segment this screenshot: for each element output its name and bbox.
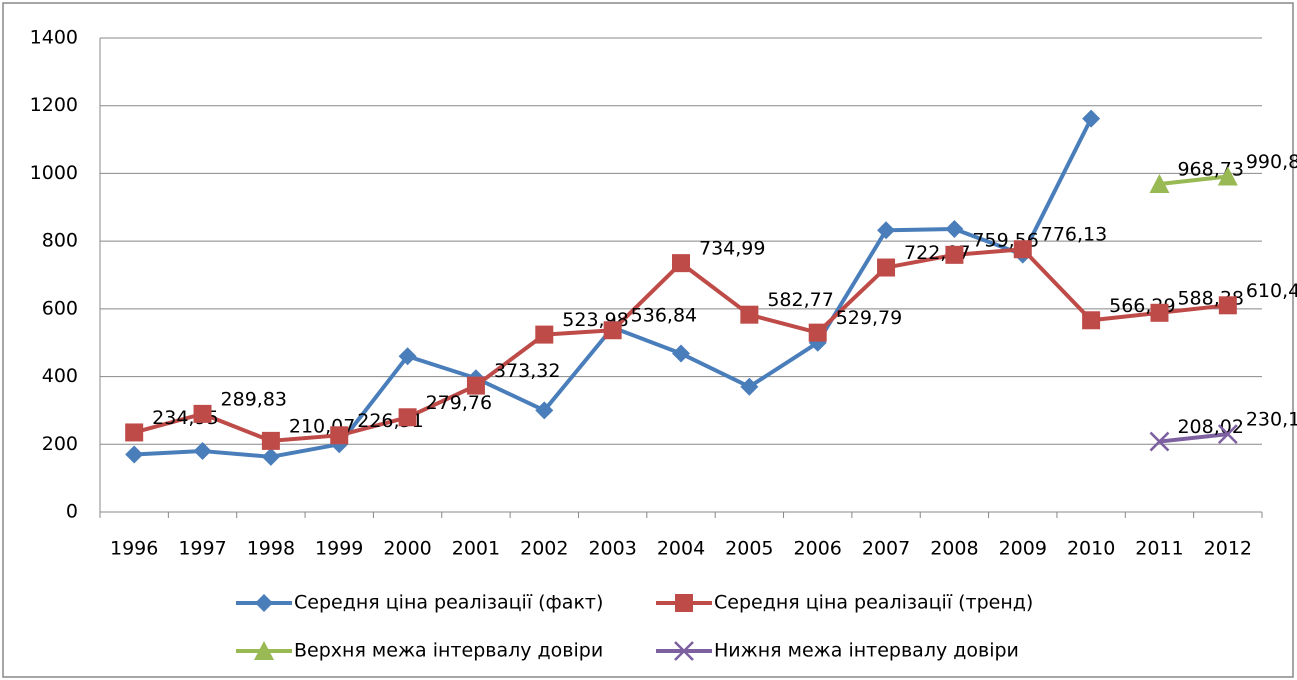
legend-marker <box>255 594 273 612</box>
x-tick-label: 2009 <box>999 538 1047 560</box>
series-marker <box>672 344 690 363</box>
y-tick-label: 800 <box>42 230 78 252</box>
series-marker <box>945 219 964 238</box>
series-marker <box>1013 240 1032 259</box>
data-label: 776,13 <box>1041 224 1107 246</box>
series-marker <box>808 323 827 342</box>
data-label: 734,99 <box>699 238 765 260</box>
x-tick-label: 1996 <box>110 538 158 560</box>
data-label: 529,79 <box>836 307 902 329</box>
y-tick-label: 0 <box>66 501 78 523</box>
x-tick-label: 2008 <box>930 538 978 560</box>
data-label: 582,77 <box>767 289 833 311</box>
y-tick-label: 200 <box>42 433 78 455</box>
series-marker <box>466 376 485 395</box>
x-tick-label: 2011 <box>1135 538 1183 560</box>
x-tick-label: 2001 <box>452 538 500 560</box>
series-marker <box>1217 424 1238 444</box>
x-tick-label: 2007 <box>862 538 910 560</box>
data-label: 536,84 <box>631 305 697 327</box>
y-tick-label: 1000 <box>30 162 78 184</box>
x-tick-label: 1999 <box>315 538 363 560</box>
data-label: 289,83 <box>221 388 287 410</box>
series-marker <box>1218 296 1237 315</box>
legend-marker <box>674 641 694 661</box>
series-marker <box>1217 166 1238 186</box>
x-tick-label: 2006 <box>794 538 842 560</box>
x-tick-label: 2010 <box>1067 538 1115 560</box>
data-label: 968,73 <box>1177 159 1243 181</box>
legend-label: Середня ціна реалізації (факт) <box>294 592 603 614</box>
series-marker <box>535 401 554 420</box>
data-label: 990,82 <box>1246 151 1297 173</box>
x-tick-label: 2012 <box>1204 538 1252 560</box>
data-label: 373,32 <box>494 360 560 382</box>
series-marker <box>193 404 212 423</box>
legend-label: Верхня межа інтервалу довіри <box>294 640 603 662</box>
series-marker <box>877 221 896 240</box>
series-marker <box>740 305 759 324</box>
data-label: 610,47 <box>1246 280 1297 302</box>
series-marker <box>125 423 144 442</box>
legend-marker <box>675 594 693 612</box>
legend-label: Нижня межа інтервалу довіри <box>714 640 1019 662</box>
y-tick-label: 1200 <box>30 94 78 116</box>
series-marker <box>330 426 349 445</box>
series-marker <box>261 447 280 466</box>
x-tick-label: 1998 <box>247 538 295 560</box>
series-marker <box>398 408 417 427</box>
x-tick-label: 2004 <box>657 538 705 560</box>
series-marker <box>603 321 622 340</box>
series-marker <box>398 347 417 366</box>
data-label: 279,76 <box>426 392 492 414</box>
y-tick-label: 600 <box>42 297 78 319</box>
x-tick-label: 2000 <box>383 538 431 560</box>
series-marker <box>1150 303 1169 322</box>
series-marker <box>672 254 690 273</box>
series-marker <box>1082 109 1101 128</box>
x-tick-label: 2005 <box>725 538 773 560</box>
y-tick-label: 1400 <box>30 27 78 49</box>
legend-label: Середня ціна реалізації (тренд) <box>714 592 1033 614</box>
series-marker <box>740 377 759 396</box>
y-tick-label: 400 <box>42 365 78 387</box>
series-line <box>1159 174 1229 187</box>
series-marker <box>535 325 554 344</box>
series-marker <box>945 245 964 264</box>
data-label: 230,11 <box>1246 409 1297 431</box>
series-line <box>1159 432 1229 444</box>
series-marker <box>1149 431 1170 452</box>
x-tick-label: 2003 <box>588 538 636 560</box>
x-tick-label: 1997 <box>178 538 226 560</box>
series-marker <box>125 445 144 464</box>
series-marker <box>1149 174 1170 194</box>
x-tick-label: 2002 <box>520 538 568 560</box>
legend-marker <box>254 641 274 660</box>
series-marker <box>877 258 896 277</box>
series-marker <box>1082 311 1101 330</box>
series-marker <box>261 431 280 450</box>
series-marker <box>193 442 212 461</box>
